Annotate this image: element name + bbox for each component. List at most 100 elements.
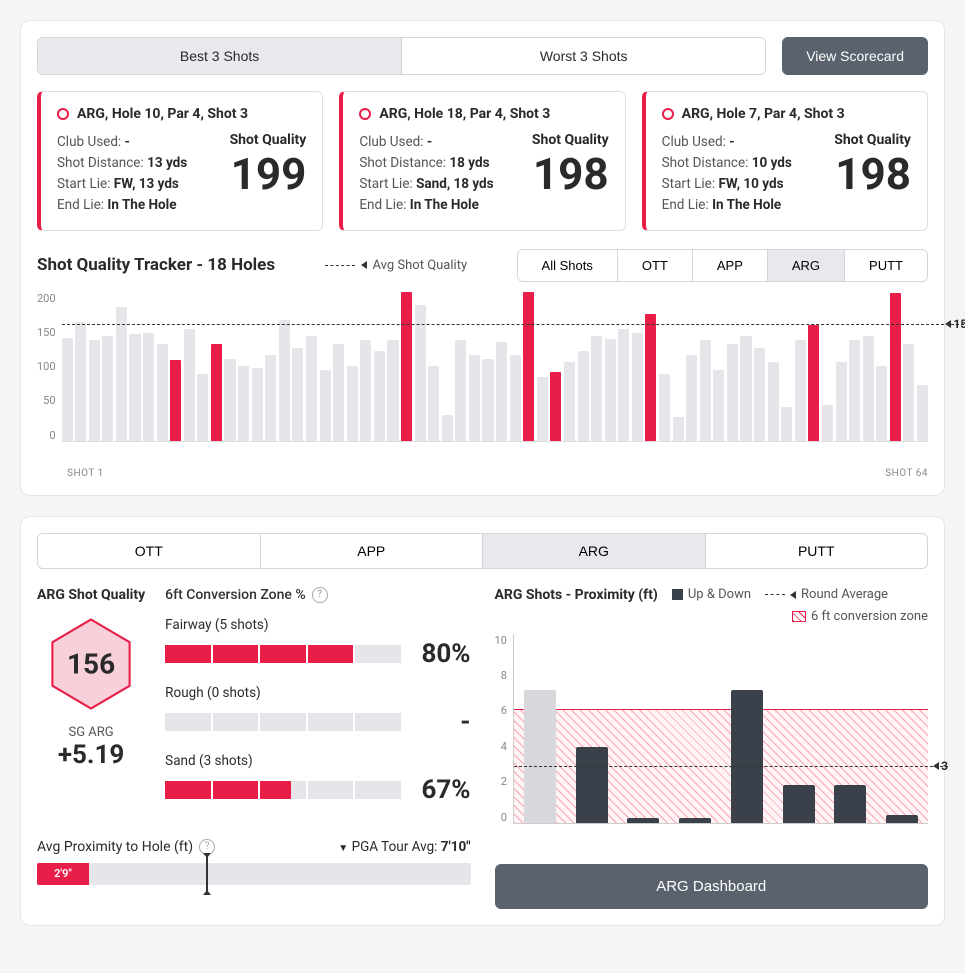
tracker-bar[interactable] [768, 362, 779, 440]
tracker-bar[interactable] [795, 340, 806, 441]
tracker-bar[interactable] [224, 359, 235, 441]
tracker-bar[interactable] [333, 344, 344, 441]
tracker-bar[interactable] [75, 322, 86, 441]
tracker-bar[interactable] [917, 385, 928, 441]
tracker-bar[interactable] [387, 340, 398, 441]
tracker-bar[interactable] [306, 336, 317, 440]
tracker-bar[interactable] [591, 336, 602, 440]
tracker-bar[interactable] [265, 355, 276, 441]
tracker-bar[interactable] [238, 366, 249, 441]
tracker-bar[interactable] [849, 340, 860, 441]
tracker-bar[interactable] [442, 415, 453, 441]
tracker-bar[interactable] [292, 348, 303, 441]
tracker-bar[interactable] [822, 405, 833, 441]
view-scorecard-button[interactable]: View Scorecard [782, 37, 928, 75]
tracker-bar[interactable] [469, 355, 480, 441]
tracker-bar[interactable] [659, 374, 670, 441]
tracker-bar[interactable] [252, 368, 263, 440]
tracker-bar[interactable] [740, 336, 751, 440]
shot-details: Club Used: -Shot Distance: 13 ydsStart L… [57, 132, 187, 216]
prox-bar-item[interactable] [731, 690, 763, 822]
prox-bar-item[interactable] [627, 818, 659, 823]
shot-details: Club Used: -Shot Distance: 18 ydsStart L… [359, 132, 493, 216]
filter-arg[interactable]: ARG [768, 250, 845, 281]
prox-bar-item[interactable] [524, 690, 556, 822]
tracker-bar[interactable] [184, 329, 195, 441]
tracker-bar[interactable] [754, 348, 765, 441]
legend-round-avg: Round Average [765, 587, 888, 602]
legend-zone: 6 ft conversion zone [792, 609, 928, 624]
lower-tab-arg[interactable]: ARG [483, 534, 706, 568]
prox-bar-item[interactable] [679, 818, 711, 823]
tracker-bar[interactable] [727, 344, 738, 441]
tracker-bar[interactable] [836, 362, 847, 440]
lower-tab-app[interactable]: APP [261, 534, 484, 568]
tracker-bar[interactable] [496, 342, 507, 440]
tracker-bar[interactable] [808, 325, 819, 440]
hexagon-badge: 156 [49, 617, 133, 711]
tracker-bar[interactable] [618, 329, 629, 441]
tracker-y-axis: 200150100500 [37, 292, 62, 442]
tracker-bar[interactable] [279, 320, 290, 441]
tracker-bar[interactable] [102, 336, 113, 440]
tracker-bar[interactable] [876, 366, 887, 441]
tracker-bar[interactable] [143, 333, 154, 441]
filter-app[interactable]: APP [693, 250, 768, 281]
tracker-bar[interactable] [116, 307, 127, 441]
tracker-bar[interactable] [890, 293, 901, 441]
filter-ott[interactable]: OTT [618, 250, 693, 281]
prox-bar-item[interactable] [576, 747, 608, 823]
tracker-bar[interactable] [863, 336, 874, 440]
prox-bar-item[interactable] [834, 785, 866, 823]
tracker-bar[interactable] [170, 360, 181, 440]
tracker-bar[interactable] [320, 370, 331, 441]
seg-tab-worst-3-shots[interactable]: Worst 3 Shots [402, 38, 765, 74]
arg-dashboard-button[interactable]: ARG Dashboard [495, 864, 929, 909]
tracker-bar[interactable] [550, 372, 561, 441]
lower-tab-putt[interactable]: PUTT [706, 534, 928, 568]
lower-tab-ott[interactable]: OTT [38, 534, 261, 568]
tracker-bar[interactable] [510, 355, 521, 441]
tracker-bar[interactable] [360, 340, 371, 441]
tracker-bar[interactable] [686, 355, 697, 441]
tracker-bar[interactable] [645, 314, 656, 441]
tracker-bar[interactable] [374, 351, 385, 440]
tracker-bar[interactable] [89, 340, 100, 441]
tracker-bar[interactable] [157, 344, 168, 441]
shot-card[interactable]: ARG, Hole 7, Par 4, Shot 3 Club Used: -S… [642, 91, 928, 231]
tracker-avg-tag: 156 [945, 317, 965, 331]
filter-all-shots[interactable]: All Shots [518, 250, 618, 281]
prox-avg-tag: 3 [933, 759, 948, 773]
tracker-bar[interactable] [401, 292, 412, 440]
tracker-bar[interactable] [903, 344, 914, 441]
tracker-bar[interactable] [578, 351, 589, 440]
tracker-bar[interactable] [482, 359, 493, 441]
tracker-bar[interactable] [129, 334, 140, 441]
legend-updown: Up & Down [672, 587, 751, 602]
filter-putt[interactable]: PUTT [845, 250, 927, 281]
tracker-bar[interactable] [62, 338, 73, 441]
prox-bar-item[interactable] [886, 815, 918, 823]
tracker-bar[interactable] [673, 417, 684, 441]
tracker-bar[interactable] [564, 362, 575, 440]
tracker-bar[interactable] [781, 407, 792, 441]
tracker-bar[interactable] [455, 340, 466, 441]
tracker-bar[interactable] [632, 333, 643, 441]
help-icon[interactable]: ? [312, 587, 328, 603]
tracker-bar[interactable] [713, 370, 724, 441]
ring-icon [662, 108, 674, 120]
seg-tab-best-3-shots[interactable]: Best 3 Shots [38, 38, 402, 74]
shot-card[interactable]: ARG, Hole 10, Par 4, Shot 3 Club Used: -… [37, 91, 323, 231]
tracker-bar[interactable] [537, 377, 548, 440]
prox-bar-item[interactable] [783, 785, 815, 823]
tracker-bar[interactable] [211, 344, 222, 441]
tracker-bar[interactable] [197, 374, 208, 441]
tracker-bar[interactable] [347, 366, 358, 441]
prox-bar: 2'9" [37, 863, 471, 885]
x-end-label: SHOT 64 [885, 468, 928, 479]
tracker-bar[interactable] [428, 366, 439, 441]
shot-card[interactable]: ARG, Hole 18, Par 4, Shot 3 Club Used: -… [339, 91, 625, 231]
tracker-bar[interactable] [523, 292, 534, 441]
tracker-bar[interactable] [700, 340, 711, 441]
tracker-bar[interactable] [605, 339, 616, 441]
